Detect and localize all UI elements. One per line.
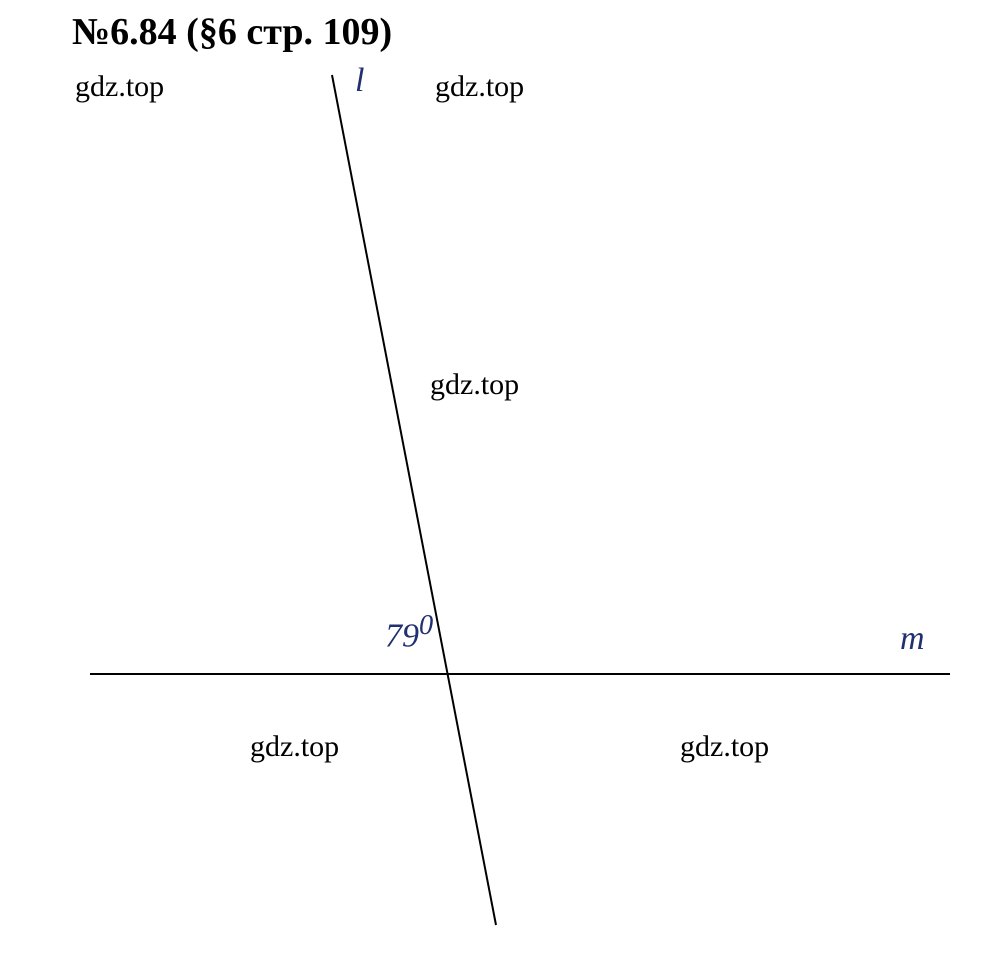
angle-label: 790: [385, 610, 433, 655]
angle-degree: 0: [419, 610, 433, 641]
label-line-m: m: [900, 620, 925, 658]
angle-value: 79: [385, 617, 419, 654]
line-l: [332, 75, 496, 925]
geometry-diagram: [0, 0, 1006, 960]
label-line-l: l: [355, 62, 364, 100]
